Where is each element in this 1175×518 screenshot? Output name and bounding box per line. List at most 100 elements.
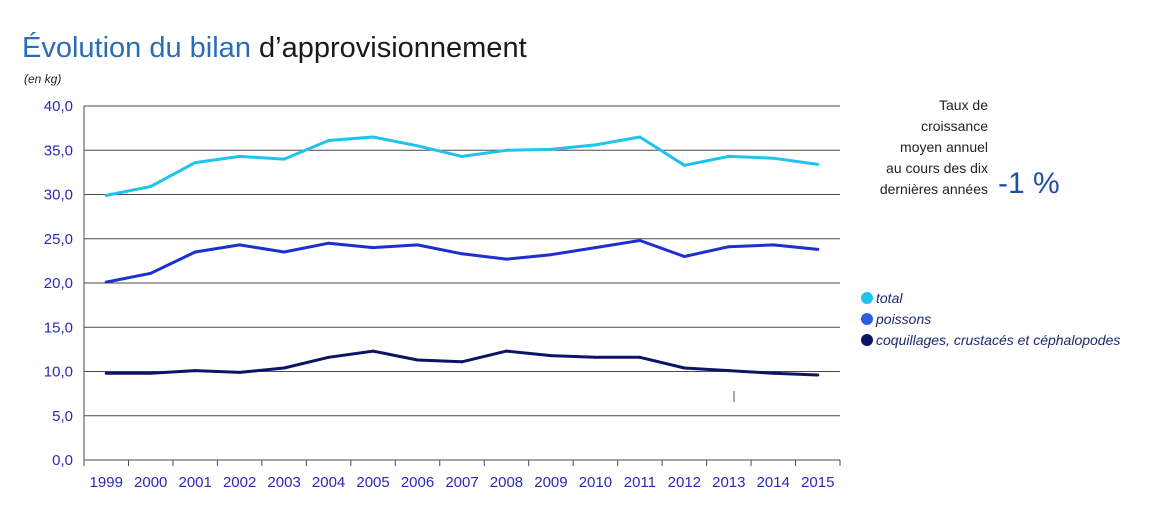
data-point-poissons (327, 241, 331, 245)
x-tick-label: 2013 (712, 474, 745, 491)
data-point-coquillages (549, 354, 553, 358)
growth-line-3: moyen annuel (900, 139, 988, 155)
x-tick-label: 2014 (757, 474, 790, 491)
grid-lines (83, 105, 840, 461)
y-tick-label: 15,0 (44, 319, 73, 336)
x-tick-label: 2012 (668, 474, 701, 491)
y-tick-label: 5,0 (52, 408, 73, 425)
x-tick-label: 2001 (178, 474, 211, 491)
data-point-total (727, 154, 731, 158)
y-tick-label: 25,0 (44, 231, 73, 248)
data-point-poissons (638, 239, 642, 243)
series-line-total (105, 135, 819, 197)
x-tick-label: 1999 (90, 474, 123, 491)
growth-value: -1 % (998, 167, 1060, 200)
x-tick-label: 2005 (356, 474, 389, 491)
unit-label: (en kg) (24, 72, 61, 86)
x-tick-label: 2006 (401, 474, 434, 491)
chart-title-rest: d’approvisionnement (251, 32, 527, 64)
data-point-poissons (238, 243, 242, 247)
data-point-coquillages (727, 369, 731, 373)
data-point-poissons (816, 247, 820, 251)
data-point-poissons (504, 257, 508, 261)
data-point-total (771, 156, 775, 160)
legend-marker-poissons (861, 313, 873, 325)
legend-label-total: total (876, 290, 903, 306)
growth-annotation: Taux de croissance moyen annuel au cours… (880, 97, 1060, 200)
data-point-poissons (193, 250, 197, 254)
x-tick-label: 2007 (445, 474, 478, 491)
series-line-poissons (105, 239, 818, 284)
data-point-poissons (149, 271, 153, 275)
x-axis-ticks: 1999 2000 2001 2002 2003 2004 2005 2006 2007 2008… (83, 460, 841, 491)
data-point-coquillages (327, 355, 331, 359)
x-tick-label: 2003 (267, 474, 300, 491)
x-tick-label: 2002 (223, 474, 256, 491)
data-point-coquillages (104, 371, 108, 375)
data-point-poissons (727, 245, 731, 249)
growth-line-1: Taux de (939, 97, 988, 113)
data-point-total (282, 157, 286, 161)
data-point-coquillages (193, 369, 197, 373)
data-point-coquillages (816, 373, 820, 377)
data-point-total (327, 139, 331, 143)
data-point-total (638, 135, 642, 139)
chart-title-accent: Évolution du bilan (22, 31, 251, 64)
data-point-poissons (371, 246, 375, 250)
y-tick-label: 10,0 (44, 364, 73, 381)
data-point-poissons (593, 246, 597, 250)
data-point-total (149, 185, 153, 189)
data-point-coquillages (371, 349, 375, 353)
x-tick-label: 2010 (579, 474, 612, 491)
x-tick-label: 2008 (490, 474, 523, 491)
x-tick-label: 2011 (624, 474, 656, 491)
data-point-total (193, 161, 197, 165)
x-tick-label: 2009 (534, 474, 567, 491)
data-point-coquillages (282, 366, 286, 370)
growth-line-5: dernières années (880, 181, 988, 197)
data-point-coquillages (593, 355, 597, 359)
data-point-coquillages (149, 371, 153, 375)
y-tick-label: 35,0 (44, 142, 73, 159)
legend-marker-coquillages (861, 334, 873, 346)
x-tick-label: 2015 (801, 474, 834, 491)
data-point-poissons (282, 250, 286, 254)
growth-line-4: au cours des dix (886, 160, 988, 176)
x-tick-label: 2000 (134, 474, 167, 491)
data-point-total (593, 143, 597, 147)
y-axis-ticks: 0,0 5,0 10,0 15,0 20,0 25,0 30,0 35,0 40,0 (44, 98, 73, 469)
data-point-poissons (104, 280, 108, 284)
data-point-coquillages (638, 355, 642, 359)
data-point-total (504, 148, 508, 152)
data-point-poissons (771, 243, 775, 247)
data-point-poissons (416, 243, 420, 247)
data-point-coquillages (460, 360, 464, 364)
y-tick-label: 30,0 (44, 187, 73, 204)
series-lines (104, 135, 820, 377)
legend-label-poissons: poissons (875, 311, 931, 327)
growth-line-2: croissance (921, 118, 988, 134)
chart-title: Évolution du bilan d’approvisionnement (22, 31, 527, 64)
data-point-total (682, 163, 686, 167)
data-point-total (416, 144, 420, 148)
data-point-coquillages (682, 366, 686, 370)
data-point-coquillages (504, 349, 508, 353)
data-point-total (104, 193, 108, 197)
data-point-total (816, 162, 820, 166)
data-point-coquillages (416, 358, 420, 362)
data-point-total (460, 154, 464, 158)
data-point-total (549, 147, 553, 151)
legend-label-coquillages: coquillages, crustacés et céphalopodes (876, 332, 1120, 348)
x-tick-label: 2004 (312, 474, 345, 491)
data-point-coquillages (238, 370, 242, 374)
data-point-poissons (460, 252, 464, 256)
y-tick-label: 20,0 (44, 275, 73, 292)
data-point-coquillages (771, 371, 775, 375)
legend-marker-total (861, 292, 873, 304)
data-point-poissons (549, 253, 553, 257)
y-tick-label: 40,0 (44, 98, 73, 115)
data-point-total (371, 135, 375, 139)
legend: total poissons coquillages, crustacés et… (861, 290, 1120, 348)
y-tick-label: 0,0 (52, 452, 73, 469)
